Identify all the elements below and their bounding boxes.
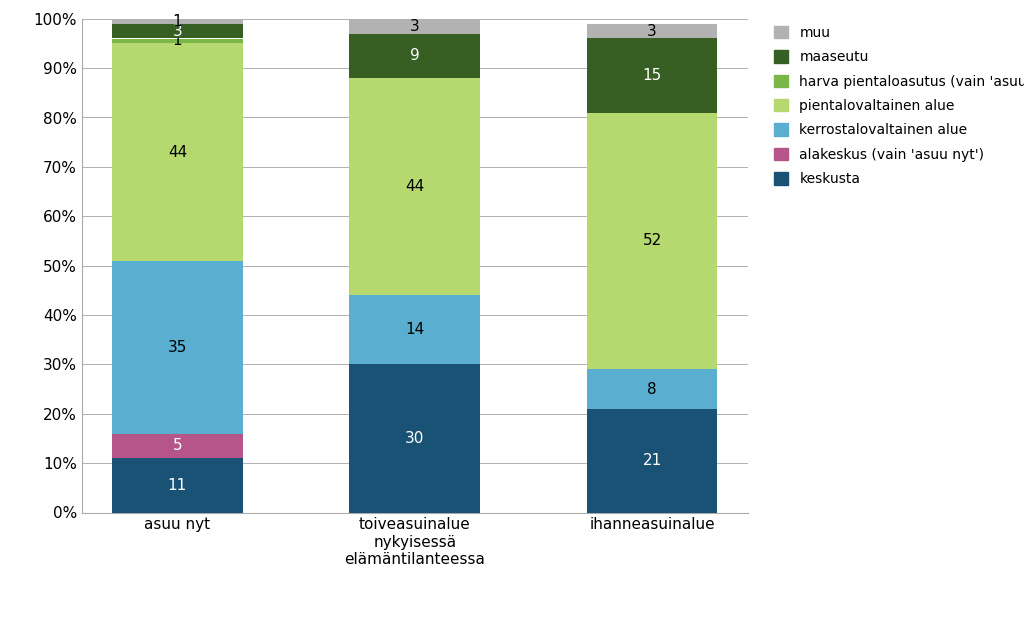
Bar [349, 19, 480, 34]
Bar [349, 364, 480, 512]
Text: 1: 1 [173, 14, 182, 29]
Bar [349, 295, 480, 364]
Text: 11: 11 [168, 478, 187, 493]
Text: 3: 3 [410, 19, 420, 34]
Text: 44: 44 [406, 179, 424, 194]
Text: 35: 35 [168, 339, 187, 354]
Text: 21: 21 [642, 453, 662, 468]
Text: 3: 3 [647, 24, 656, 39]
Bar [113, 39, 243, 44]
Text: 8: 8 [647, 381, 656, 397]
Bar [349, 78, 480, 295]
Bar [113, 261, 243, 434]
Text: 15: 15 [642, 68, 662, 83]
Text: 30: 30 [406, 431, 424, 446]
Text: 9: 9 [410, 48, 420, 63]
Text: 52: 52 [642, 233, 662, 248]
Text: 44: 44 [168, 144, 187, 159]
Bar [349, 34, 480, 78]
Bar [587, 39, 717, 112]
Bar [113, 44, 243, 261]
Bar [113, 19, 243, 24]
Bar [113, 434, 243, 458]
Bar [587, 24, 717, 39]
Text: 3: 3 [173, 24, 182, 39]
Legend: muu, maaseutu, harva pientaloasutus (vain 'asuu nyt'), pientalovaltainen alue, k: muu, maaseutu, harva pientaloasutus (vai… [774, 26, 1024, 186]
Bar [587, 369, 717, 409]
Bar [113, 24, 243, 39]
Text: 14: 14 [406, 322, 424, 338]
Text: 1: 1 [173, 34, 182, 49]
Bar [587, 409, 717, 512]
Text: 5: 5 [173, 438, 182, 453]
Bar [113, 458, 243, 512]
Bar [587, 112, 717, 369]
